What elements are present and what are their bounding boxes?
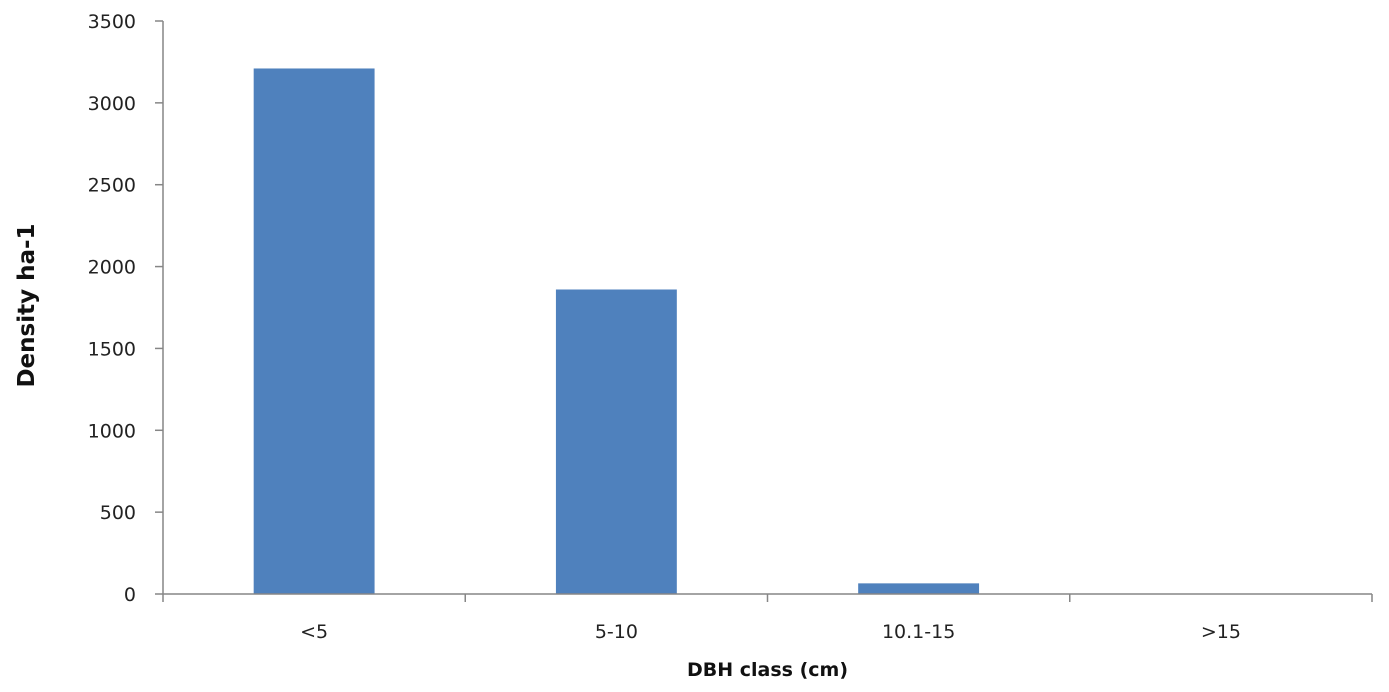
y-tick-label: 3500 <box>88 11 136 33</box>
bars-group <box>253 68 980 594</box>
x-tick-label: <5 <box>300 621 328 643</box>
y-tick-label: 3000 <box>88 93 136 115</box>
bar <box>858 583 980 594</box>
y-axis-title: Density ha-1 <box>14 223 40 387</box>
y-tick-label: 500 <box>100 502 136 524</box>
y-tick-label: 0 <box>124 584 136 606</box>
y-axis-ticks: 0 500 1000 1500 2000 2500 3000 3500 <box>88 11 163 606</box>
x-tick-label: >15 <box>1201 621 1241 643</box>
y-tick-label: 1000 <box>88 420 136 442</box>
x-axis-ticks: <5 5-10 10.1-15 >15 <box>162 594 1373 643</box>
y-tick-label: 2500 <box>88 175 136 197</box>
y-tick-label: 2000 <box>88 257 136 279</box>
bar <box>555 289 677 594</box>
x-tick-label: 5-10 <box>595 621 638 643</box>
bar <box>253 68 375 594</box>
x-axis-title: DBH class (cm) <box>687 659 848 681</box>
y-tick-label: 1500 <box>88 338 136 360</box>
x-tick-label: 10.1-15 <box>882 621 955 643</box>
